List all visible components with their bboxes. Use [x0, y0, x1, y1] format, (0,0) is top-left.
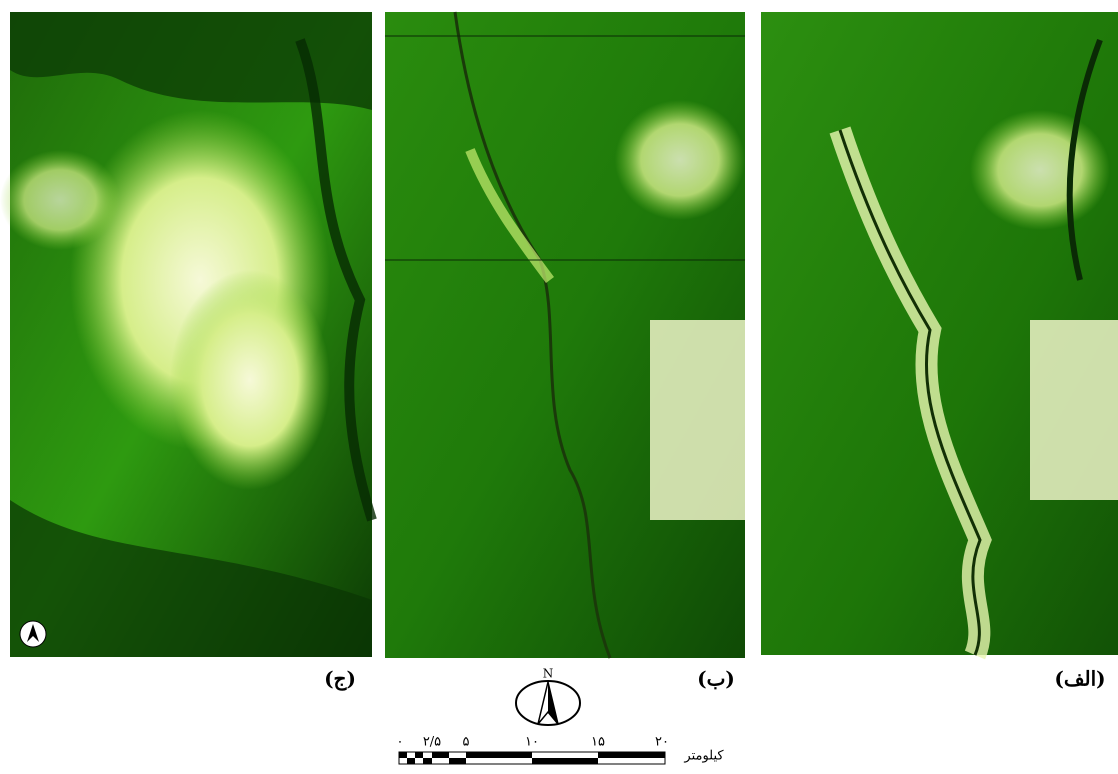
scale-segment [399, 752, 407, 758]
scale-label: ۱۰ [525, 735, 539, 750]
scale-label: ۰ [397, 735, 404, 750]
scale-segment [407, 758, 415, 764]
scale-bar: ۰ ۲/۵ ۵ ۱۰ ۱۵ ۲۰ کیلومتر [397, 735, 725, 765]
scale-segment [598, 752, 665, 758]
bright-area [170, 270, 330, 490]
scale-segment [415, 752, 423, 758]
scale-label: ۱۵ [591, 735, 605, 750]
scale-unit: کیلومتر [683, 749, 724, 764]
panel-c [0, 12, 372, 657]
scale-segment [449, 758, 466, 764]
panel-label: (ب) [697, 667, 735, 691]
panel-b [385, 12, 745, 658]
scale-segment [466, 752, 532, 758]
north-arrow: N [516, 667, 580, 726]
scale-segment [532, 758, 598, 764]
panel-label: (ج) [324, 667, 356, 692]
scale-segment [432, 752, 449, 758]
scale-label: ۵ [463, 735, 470, 750]
panel-a [761, 12, 1118, 655]
scale-segment [423, 758, 432, 764]
scale-label: ۲۰ [655, 735, 669, 750]
scale-label: ۲/۵ [423, 735, 441, 750]
fields [1030, 320, 1118, 500]
figure: (ج) (ب) (الف) N ۰ ۲/۵ ۵ ۱۰ ۱۵ ۲۰ کیلومتر [0, 0, 1118, 774]
bright-area [970, 110, 1110, 230]
bright-area [615, 100, 745, 220]
fields [650, 320, 745, 520]
panel-label: (الف) [1054, 667, 1105, 691]
bright-area [0, 150, 120, 250]
north-label: N [543, 667, 554, 681]
